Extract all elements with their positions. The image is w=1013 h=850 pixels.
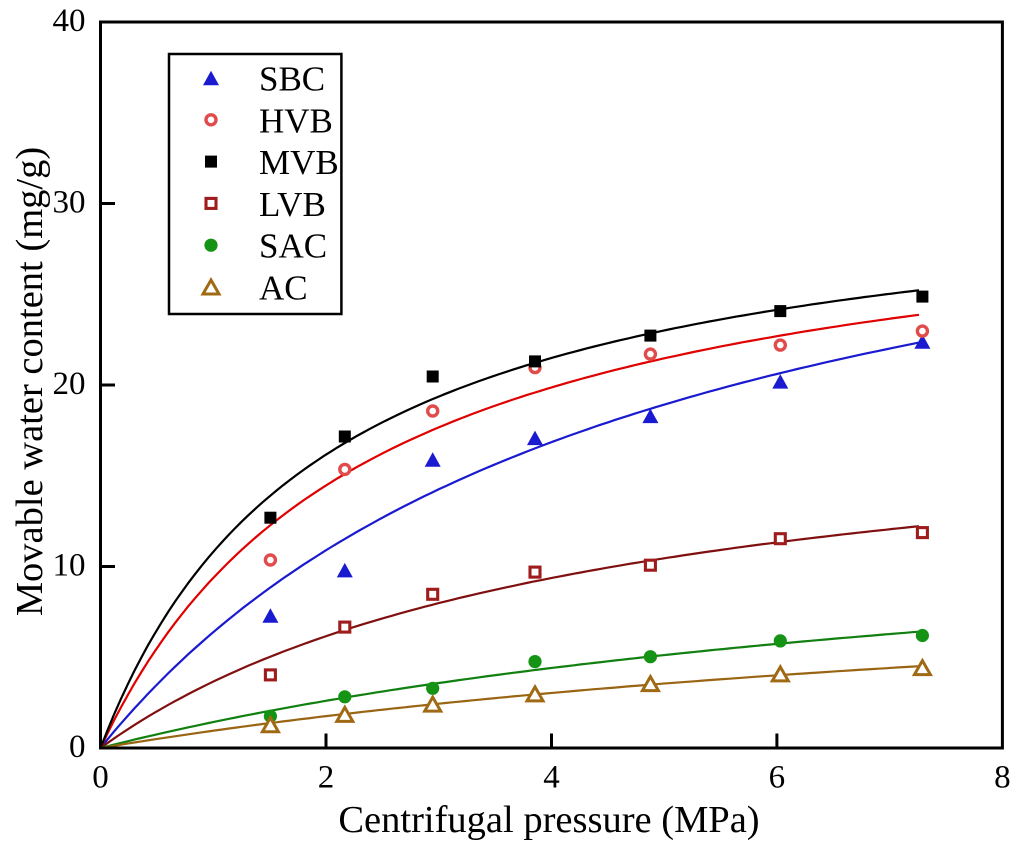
svg-text:30: 30 [53,185,86,221]
svg-text:AC: AC [259,269,308,308]
svg-text:40: 40 [53,3,86,39]
svg-text:SBC: SBC [259,60,325,99]
svg-text:SAC: SAC [259,227,327,266]
svg-text:2: 2 [318,760,335,796]
svg-text:4: 4 [543,760,560,796]
svg-text:10: 10 [53,548,86,584]
svg-text:MVB: MVB [259,143,339,182]
svg-text:LVB: LVB [259,185,326,224]
svg-text:20: 20 [53,366,86,402]
svg-text:6: 6 [769,760,786,796]
svg-text:Movable water content (mg/g): Movable water content (mg/g) [9,147,51,616]
svg-text:8: 8 [994,760,1011,796]
svg-text:0: 0 [92,760,109,796]
svg-text:HVB: HVB [259,101,333,140]
svg-text:0: 0 [69,729,86,765]
svg-text:Centrifugal pressure (MPa): Centrifugal pressure (MPa) [338,799,759,841]
